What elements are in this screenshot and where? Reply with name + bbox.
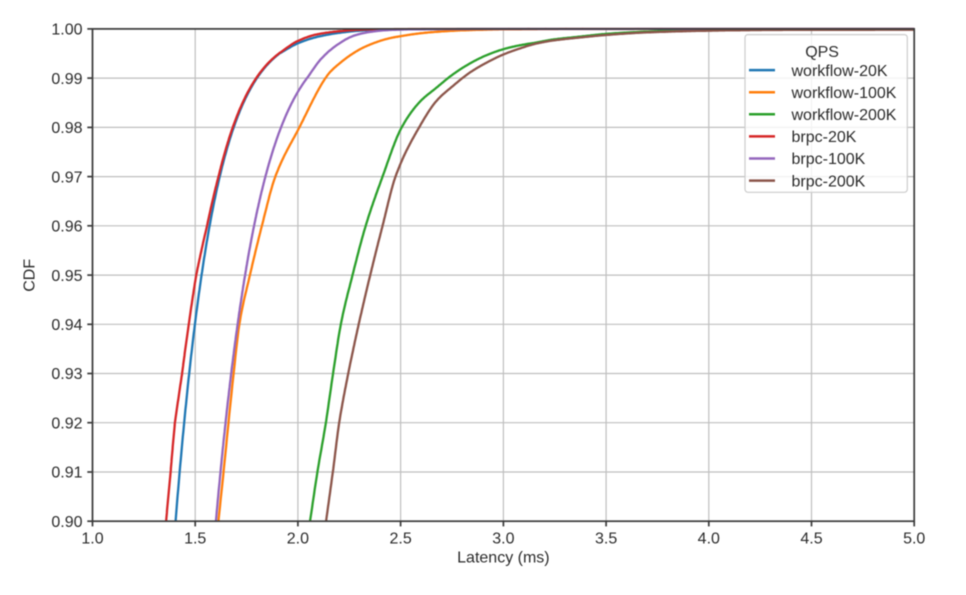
svg-text:2.0: 2.0 (287, 530, 309, 547)
svg-text:0.93: 0.93 (51, 366, 82, 383)
svg-text:workflow-100K: workflow-100K (791, 85, 897, 102)
svg-text:0.99: 0.99 (51, 71, 82, 88)
svg-text:4.0: 4.0 (698, 530, 720, 547)
svg-text:1.00: 1.00 (51, 22, 82, 39)
svg-text:0.97: 0.97 (51, 169, 82, 186)
svg-text:Latency (ms): Latency (ms) (457, 550, 549, 567)
svg-text:workflow-20K: workflow-20K (791, 63, 888, 80)
svg-text:1.0: 1.0 (81, 530, 103, 547)
svg-text:brpc-200K: brpc-200K (792, 173, 866, 190)
svg-text:QPS: QPS (805, 44, 839, 61)
svg-text:3.0: 3.0 (492, 530, 514, 547)
svg-text:1.5: 1.5 (184, 530, 206, 547)
svg-text:0.92: 0.92 (51, 415, 82, 432)
svg-text:2.5: 2.5 (389, 530, 411, 547)
svg-text:0.91: 0.91 (51, 465, 82, 482)
svg-text:brpc-20K: brpc-20K (792, 129, 857, 146)
svg-text:0.95: 0.95 (51, 268, 82, 285)
svg-text:0.98: 0.98 (51, 120, 82, 137)
svg-text:0.90: 0.90 (51, 514, 82, 531)
svg-text:brpc-100K: brpc-100K (792, 151, 866, 168)
svg-text:workflow-200K: workflow-200K (791, 107, 897, 124)
svg-text:5.0: 5.0 (903, 530, 925, 547)
svg-text:0.96: 0.96 (51, 219, 82, 236)
svg-text:4.5: 4.5 (800, 530, 822, 547)
svg-text:CDF: CDF (22, 259, 39, 292)
svg-text:3.5: 3.5 (595, 530, 617, 547)
svg-text:0.94: 0.94 (51, 317, 82, 334)
